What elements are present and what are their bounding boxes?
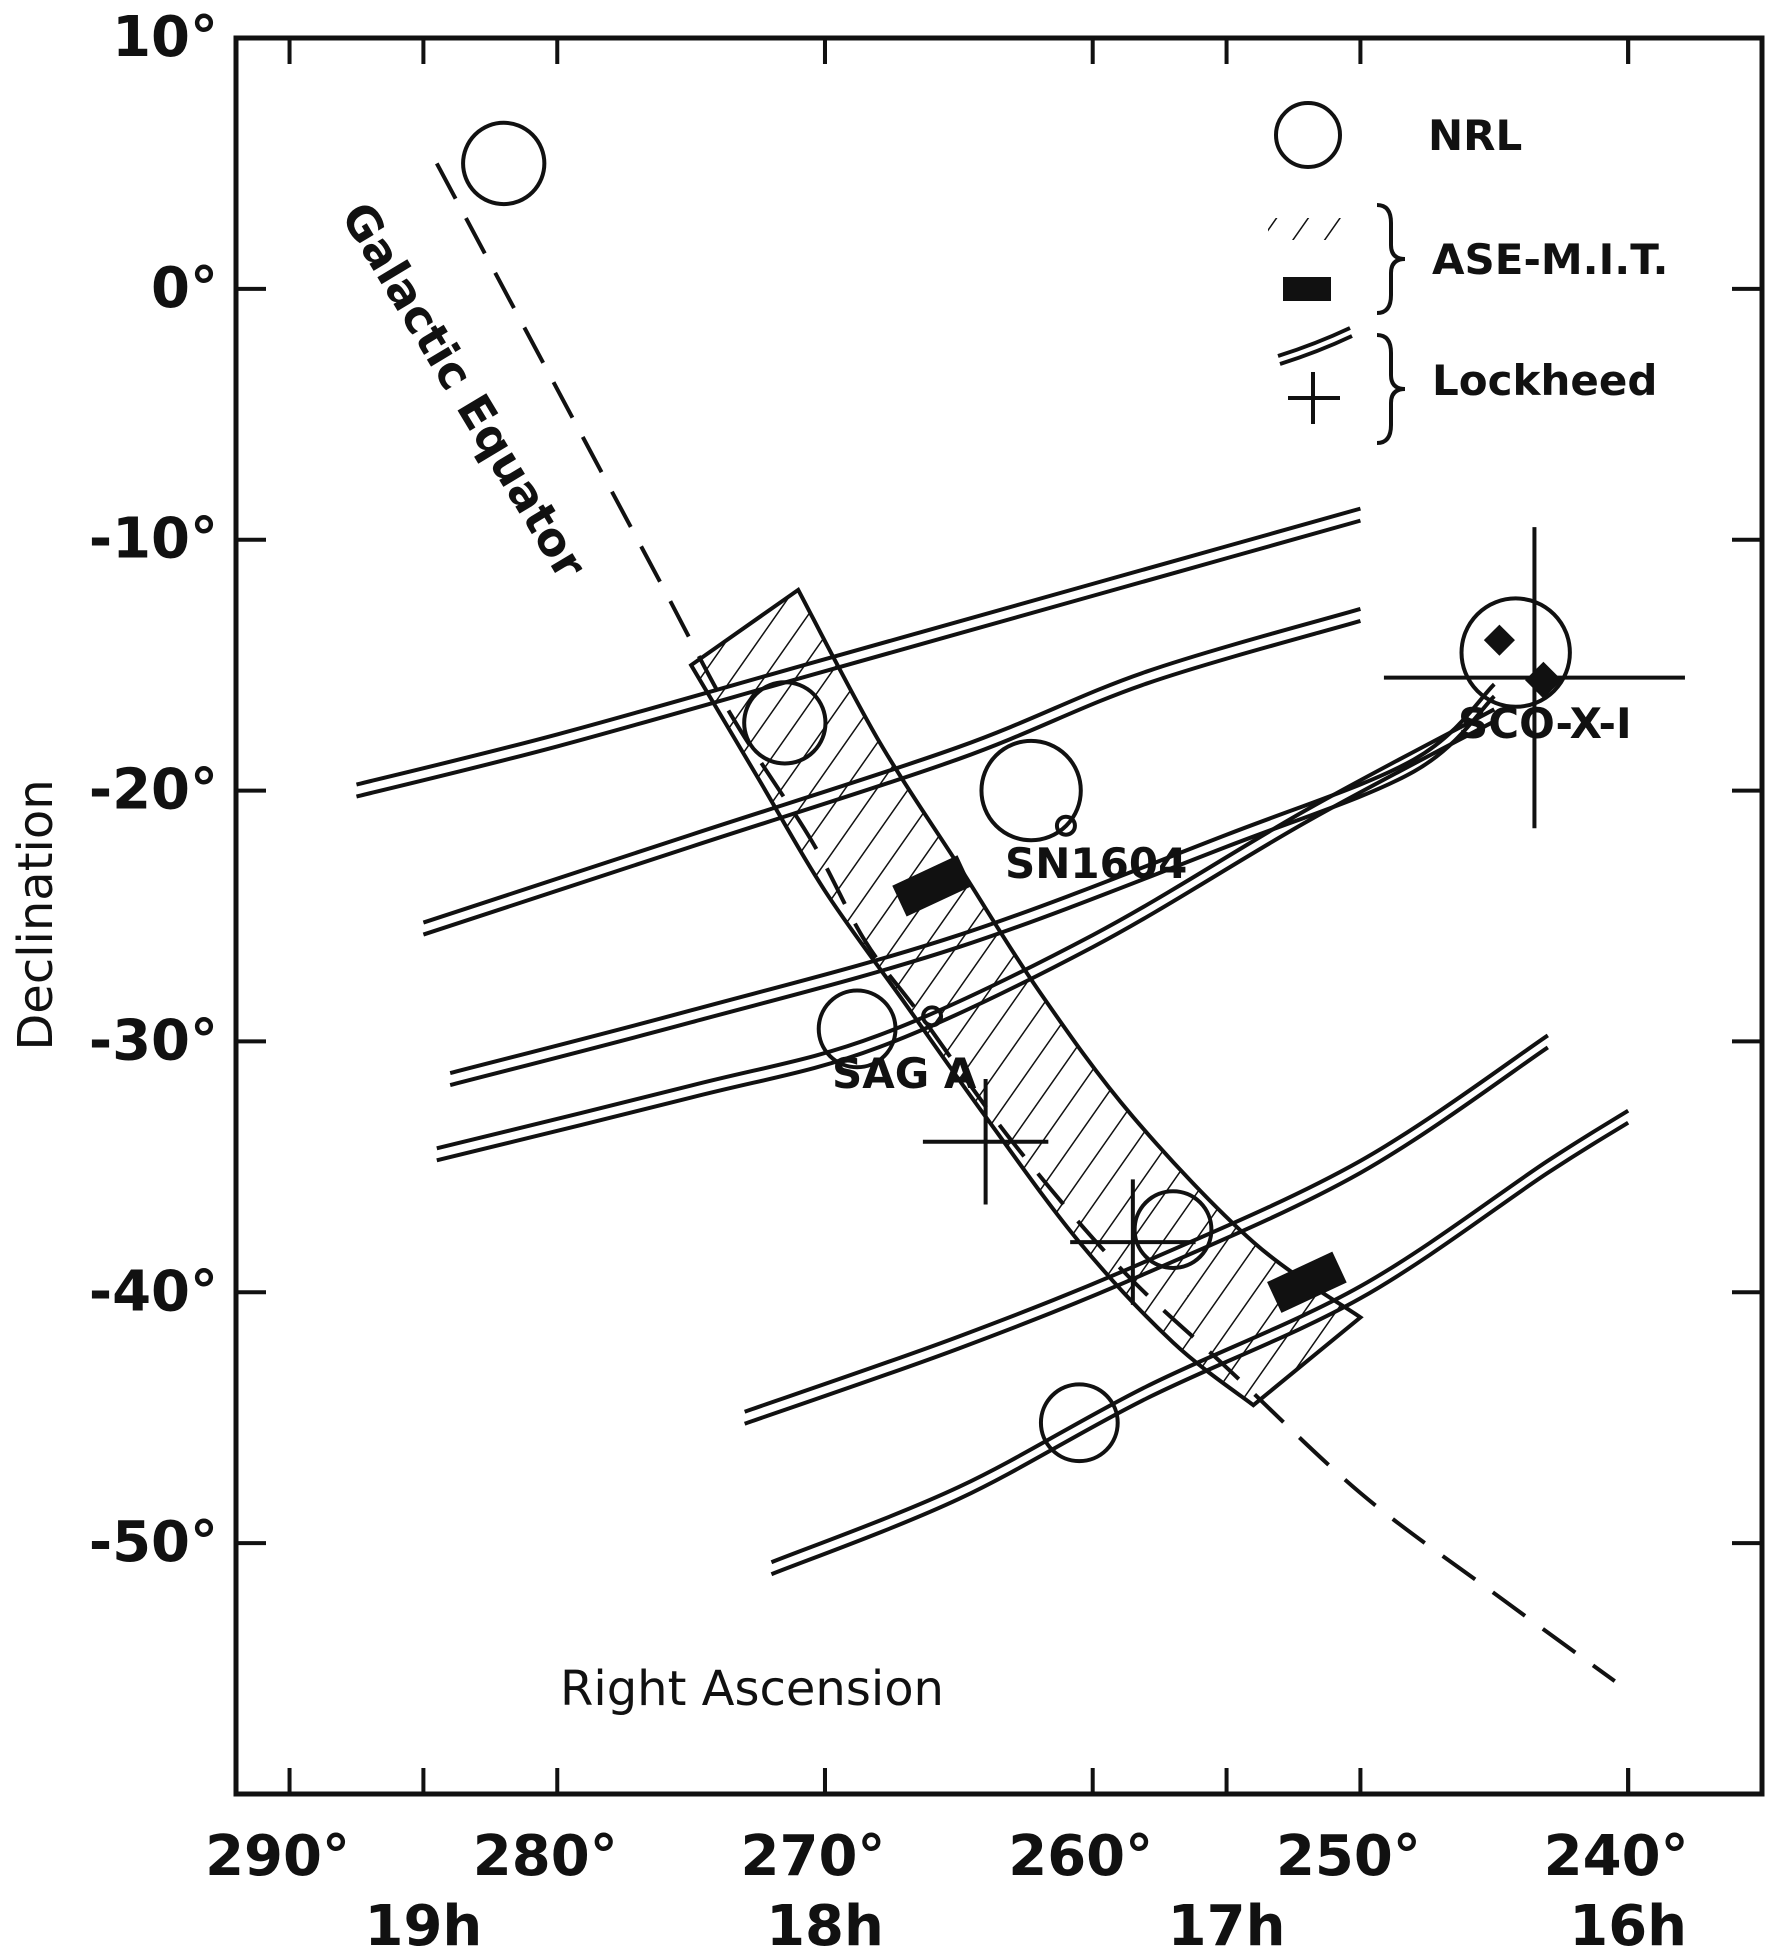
y-tick-label: 10° (112, 5, 218, 70)
sco-x1-marker (1483, 624, 1515, 656)
named-source-dot (1054, 814, 1077, 837)
nrl-source-circle (1132, 1189, 1214, 1270)
nrl-source-circle (742, 680, 828, 766)
hour-tick-label: 18h (766, 1894, 884, 1954)
legend-ase-hatch-symbol (1268, 218, 1350, 240)
galactic-equator-line (435, 162, 1616, 1683)
nrl-source-circle (461, 120, 547, 207)
lockheed-track-line (436, 719, 1496, 1163)
plot-frame (233, 35, 1765, 1797)
y-axis-title: Declination (8, 779, 64, 1050)
lockheed-track-line (355, 506, 1361, 787)
x-tick-label: 270° (741, 1824, 886, 1889)
legend: NRL ASE-M.I.T. Lockheed (1268, 101, 1668, 445)
hour-tick-label: 17h (1168, 1894, 1286, 1954)
legend-lockheed-lines-symbol (1277, 326, 1353, 366)
x-tick-label: 290° (205, 1824, 350, 1889)
legend-ase-label: ASE-M.I.T. (1432, 235, 1668, 284)
y-tick-label: -20° (89, 758, 218, 823)
sag-a-label: SAG A (832, 1049, 977, 1098)
sco-x1-label: SCO-X-I (1458, 699, 1632, 748)
tick-labels: 290° 280° 270° 260° 250° 240° 19h 18h 17h 16h 10° 0… (89, 5, 1689, 1954)
y-tick-label: -10° (89, 507, 218, 572)
y-tick-label: -30° (89, 1008, 218, 1073)
lockheed-track-line (422, 607, 1361, 925)
lockheed-track-line (770, 1108, 1630, 1565)
legend-lockheed-brace (1376, 333, 1406, 445)
nrl-source-circle (1459, 596, 1572, 709)
legend-nrl-symbol (1274, 101, 1342, 169)
lockheed-track-line (449, 682, 1496, 1075)
x-tick-label: 240° (1544, 1824, 1689, 1889)
lockheed-track-line (436, 707, 1496, 1151)
lockheed-track-line (449, 694, 1496, 1087)
axis-ticks (236, 36, 1762, 1794)
sn1604-label: SN1604 (1005, 839, 1187, 888)
legend-lockheed-cross-symbol (1288, 372, 1340, 424)
nrl-source-circle (1038, 1382, 1120, 1464)
x-tick-label: 280° (473, 1824, 618, 1889)
lockheed-track-line (744, 1045, 1549, 1426)
legend-ase-box-symbol (1283, 277, 1331, 301)
lockheed-tracks (355, 506, 1630, 1577)
nrl-sources (461, 120, 1572, 1464)
lockheed-track-line (744, 1033, 1549, 1414)
y-tick-label: -40° (89, 1259, 218, 1324)
hour-tick-label: 16h (1569, 1894, 1687, 1954)
x-tick-label: 260° (1008, 1824, 1153, 1889)
x-axis-title: Right Ascension (560, 1661, 944, 1717)
named-source-dot (921, 1005, 944, 1028)
legend-lockheed-label: Lockheed (1432, 356, 1657, 405)
hour-tick-label: 19h (365, 1894, 483, 1954)
sco-x1-marker (1525, 661, 1562, 699)
lockheed-track-line (355, 518, 1361, 799)
x-tick-label: 250° (1276, 1824, 1421, 1889)
ase-mit-boxes (892, 855, 1347, 1313)
nrl-source-circle (979, 738, 1083, 843)
y-tick-label: -50° (89, 1510, 218, 1575)
lockheed-track-line (770, 1120, 1630, 1577)
legend-nrl-label: NRL (1428, 111, 1522, 160)
y-tick-label: 0° (151, 256, 218, 321)
legend-ase-brace (1376, 203, 1406, 315)
ase-mit-box (1267, 1251, 1347, 1313)
lockheed-track-line (422, 619, 1361, 937)
ase-mit-box (892, 855, 972, 917)
nrl-source-circle (816, 988, 898, 1070)
